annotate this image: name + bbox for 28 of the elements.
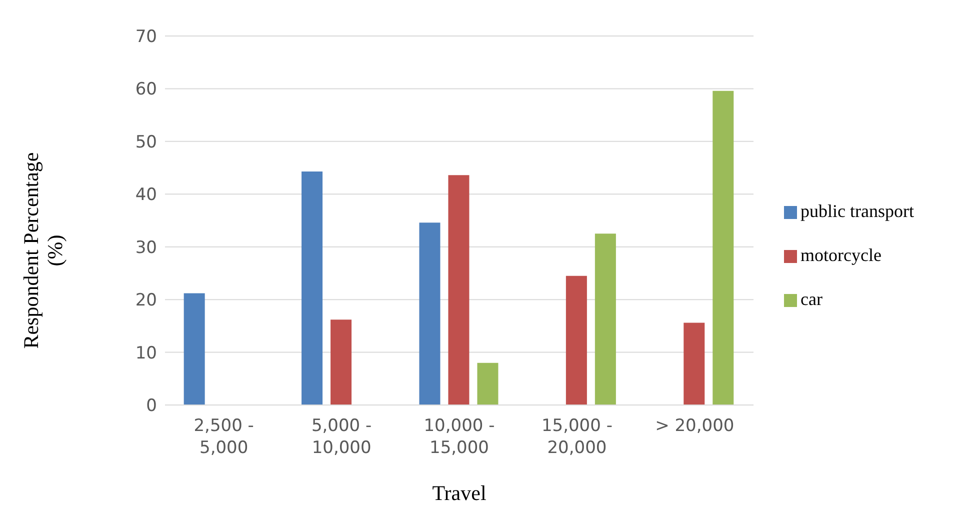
bar <box>330 320 352 405</box>
y-tick-label: 30 <box>135 238 157 258</box>
bar <box>477 362 498 405</box>
x-tick-label: 5,000 - 10,000 <box>311 416 372 458</box>
bar <box>712 90 734 405</box>
bar <box>448 175 470 405</box>
bar <box>302 171 323 405</box>
x-axis-title: Travel <box>432 481 486 505</box>
x-tick-label: 10,000 - 15,000 <box>424 416 495 458</box>
bar <box>594 234 616 405</box>
y-tick-label: 70 <box>135 27 157 48</box>
y-tick-label: 0 <box>146 396 157 416</box>
bar <box>184 293 205 405</box>
y-axis-title: Respondent Percentage (%) <box>19 152 67 349</box>
bar <box>419 222 440 405</box>
bar <box>684 322 705 405</box>
x-tick-label: 15,000 - 20,000 <box>541 416 612 458</box>
y-tick-label: 40 <box>135 185 157 206</box>
y-tick-label: 20 <box>135 290 157 311</box>
x-tick-label: > 20,000 <box>655 416 734 436</box>
legend-label: public transport <box>800 201 914 221</box>
bar <box>566 276 587 405</box>
legend-label: motorcycle <box>800 245 882 265</box>
y-tick-label: 60 <box>135 80 157 100</box>
legend-label: car <box>800 289 822 309</box>
x-tick-label: 2,500 - 5,000 <box>194 416 254 458</box>
y-tick-label: 50 <box>135 132 157 152</box>
y-tick-label: 10 <box>135 343 157 364</box>
